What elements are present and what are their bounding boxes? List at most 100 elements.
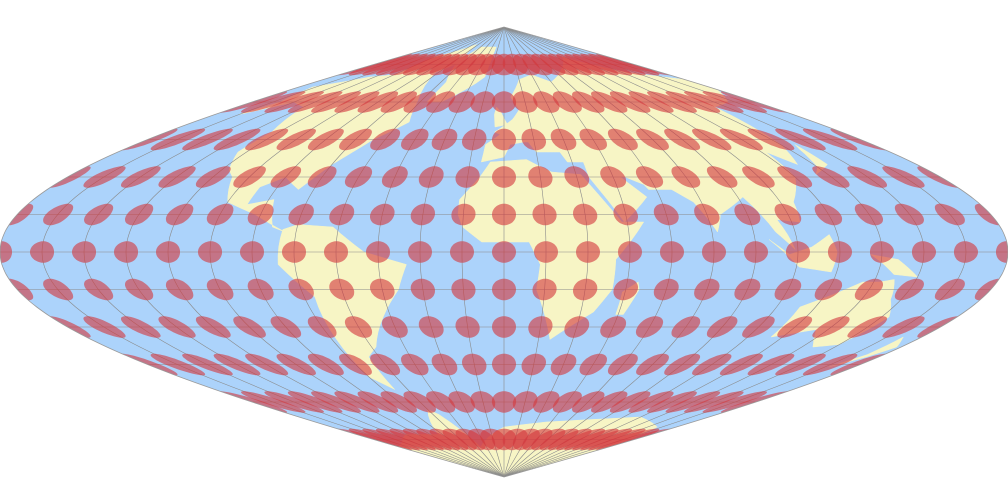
tissot-ellipse <box>564 166 590 188</box>
tissot-ellipse <box>233 166 266 188</box>
tissot-ellipse <box>609 91 651 113</box>
tissot-ellipse <box>854 203 883 226</box>
tissot-ellipse <box>418 316 444 338</box>
tissot-ellipse <box>282 241 306 263</box>
tissot-ellipse <box>694 278 720 301</box>
tissot-ellipse <box>802 353 858 376</box>
tissot-ellipse <box>775 128 826 151</box>
tissot-ellipse <box>370 278 395 301</box>
tissot-ellipse <box>882 316 925 338</box>
tissot-ellipse <box>366 241 390 263</box>
tissot-ellipse <box>572 91 605 113</box>
tissot-ellipse <box>512 391 538 413</box>
tissot-ellipse <box>247 278 274 301</box>
tissot-ellipse <box>370 128 401 151</box>
tissot-ellipse <box>83 316 126 338</box>
tissot-ellipse <box>802 128 858 151</box>
tissot-ellipse <box>854 278 883 301</box>
tissot-ellipse <box>552 391 582 413</box>
tissot-ellipse <box>380 91 417 113</box>
tissot-ellipse <box>30 241 54 263</box>
tissot-ellipse <box>125 203 154 226</box>
tissot-ellipse <box>814 278 843 301</box>
tissot-ellipse <box>357 91 399 113</box>
tissot-ellipse <box>448 91 475 113</box>
tissot-ellipse <box>591 91 628 113</box>
tissot-ellipse <box>702 241 726 263</box>
tissot-ellipse <box>165 278 194 301</box>
tissot-ellipse <box>692 353 732 376</box>
tissot-ellipse <box>213 128 261 151</box>
tissot-ellipse <box>635 166 664 188</box>
tissot-ellipse <box>572 391 605 413</box>
tissot-ellipse <box>334 391 380 413</box>
tissot-ellipse <box>431 353 458 376</box>
tissot-ellipse <box>381 316 408 338</box>
tissot-ellipse <box>814 203 843 226</box>
tissot-ellipse <box>647 91 697 113</box>
tissot-ellipse <box>245 353 289 376</box>
tissot-ellipse <box>287 91 343 113</box>
tissot-ellipse <box>609 391 651 413</box>
tissot-ellipse <box>241 391 306 413</box>
tissot-ellipse <box>121 316 161 338</box>
tissot-ellipse <box>84 278 114 301</box>
tissot-ellipse <box>182 353 233 376</box>
tissot-ellipse <box>418 166 444 188</box>
tissot-ellipse <box>564 316 590 338</box>
tissot-ellipse <box>628 91 674 113</box>
tissot-ellipse <box>665 91 721 113</box>
tissot-ellipse <box>636 128 669 151</box>
tissot-ellipse <box>381 166 408 188</box>
tissot-ellipse <box>954 241 978 263</box>
tissot-ellipse <box>158 166 196 188</box>
tissot-ellipse <box>339 353 372 376</box>
tissot-ellipse <box>451 278 476 301</box>
tissot-ellipse <box>812 316 850 338</box>
tissot-ellipse <box>550 353 577 376</box>
tissot-ellipse <box>401 353 429 376</box>
tissot-ellipse <box>245 128 289 151</box>
tissot-ellipse <box>370 203 395 226</box>
tissot-ellipse <box>357 391 399 413</box>
tissot-ellipse <box>288 203 314 226</box>
tissot-ellipse <box>847 166 887 188</box>
tissot-ellipse <box>462 128 487 151</box>
tissot-ellipse <box>742 166 775 188</box>
tissot-ellipse <box>600 316 627 338</box>
tissot-ellipse <box>307 128 344 151</box>
tissot-ellipse <box>532 203 557 226</box>
tissot-ellipse <box>311 391 361 413</box>
tissot-ellipse <box>528 166 553 188</box>
tissot-ellipse <box>870 241 894 263</box>
tissot-ellipse <box>182 128 233 151</box>
tissot-ellipse <box>684 391 744 413</box>
tissot-ellipse <box>702 91 767 113</box>
tissot-ellipse <box>719 128 763 151</box>
tissot-ellipse <box>521 128 546 151</box>
tissot-ellipse <box>462 353 487 376</box>
tissot-ellipse <box>213 353 261 376</box>
tissot-ellipse <box>684 91 744 113</box>
tissot-ellipse <box>43 203 74 226</box>
tissot-ellipse <box>894 278 924 301</box>
tissot-ellipse <box>847 316 887 338</box>
tissot-ellipse <box>307 353 344 376</box>
tissot-ellipse <box>934 203 965 226</box>
tissot-ellipse <box>150 353 206 376</box>
tissot-ellipse <box>591 391 628 413</box>
tissot-ellipse <box>573 203 598 226</box>
tissot-ellipse <box>491 391 517 413</box>
tissot-ellipse <box>777 316 813 338</box>
tissot-ellipse <box>492 278 516 301</box>
tissot-ellipse <box>410 278 435 301</box>
tissot-ellipse <box>287 391 343 413</box>
tissot-ellipse <box>43 278 74 301</box>
tissot-ellipse <box>576 241 600 263</box>
tissot-ellipse <box>206 203 234 226</box>
tissot-ellipse <box>734 203 761 226</box>
tissot-ellipse <box>344 316 373 338</box>
tissot-ellipse <box>83 166 126 188</box>
tissot-ellipse <box>401 128 429 151</box>
